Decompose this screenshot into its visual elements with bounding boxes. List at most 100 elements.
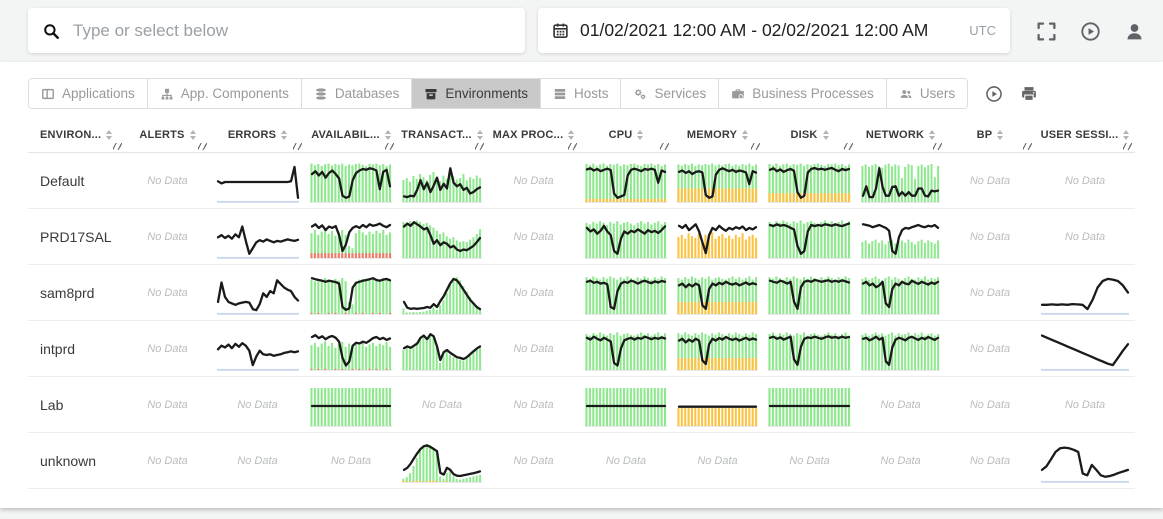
cell-errors[interactable]	[210, 209, 305, 264]
cell-disk[interactable]	[763, 265, 856, 320]
tab-business-processes[interactable]: Business Processes	[719, 79, 887, 108]
tab-hosts[interactable]: Hosts	[540, 79, 622, 108]
cell-transactions[interactable]	[397, 209, 487, 264]
sparkline-chart[interactable]	[677, 159, 758, 203]
sort-toggle[interactable]	[742, 130, 749, 140]
cell-disk[interactable]	[763, 209, 856, 264]
cell-disk[interactable]	[763, 321, 856, 376]
column-header-availability[interactable]: AVAILABIL...	[305, 118, 397, 152]
cell-user-sessions[interactable]	[1035, 265, 1135, 320]
sort-toggle[interactable]	[929, 130, 936, 140]
sparkline-chart[interactable]	[768, 383, 851, 427]
column-resize-handle[interactable]	[568, 143, 577, 150]
row-label-default[interactable]: Default	[40, 172, 85, 189]
tab-applications[interactable]: Applications	[29, 79, 148, 108]
cell-transactions[interactable]	[397, 321, 487, 376]
sparkline-chart[interactable]	[768, 327, 851, 371]
cell-cpu[interactable]	[580, 265, 672, 320]
cell-memory[interactable]	[672, 209, 763, 264]
row-label-intprd[interactable]: intprd	[40, 340, 76, 357]
column-resize-handle[interactable]	[198, 143, 207, 150]
sparkline-chart[interactable]	[310, 327, 392, 371]
column-resize-handle[interactable]	[844, 143, 853, 150]
sparkline-chart[interactable]	[216, 271, 300, 315]
sparkline-chart[interactable]	[585, 383, 667, 427]
column-header-max-processes[interactable]: MAX PROC...	[487, 118, 580, 152]
sparkline-chart[interactable]	[1040, 327, 1130, 371]
fullscreen-button[interactable]	[1035, 20, 1057, 42]
replay-button[interactable]	[983, 83, 1005, 105]
column-header-alerts[interactable]: ALERTS	[125, 118, 210, 152]
sort-toggle[interactable]	[476, 130, 483, 140]
sort-toggle[interactable]	[189, 130, 196, 140]
cell-cpu[interactable]	[580, 153, 672, 208]
sparkline-chart[interactable]	[677, 215, 758, 259]
sparkline-chart[interactable]	[402, 271, 482, 315]
sparkline-chart[interactable]	[861, 215, 940, 259]
column-header-environment[interactable]: ENVIRON...	[28, 118, 125, 152]
play-button[interactable]	[1079, 20, 1101, 42]
cell-cpu[interactable]	[580, 377, 672, 432]
sparkline-chart[interactable]	[585, 271, 667, 315]
cell-cpu[interactable]	[580, 321, 672, 376]
cell-transactions[interactable]	[397, 265, 487, 320]
tab-services[interactable]: Services	[621, 79, 720, 108]
search-box[interactable]	[28, 8, 525, 53]
sort-toggle[interactable]	[822, 130, 829, 140]
sparkline-chart[interactable]	[677, 271, 758, 315]
sparkline-chart[interactable]	[216, 159, 300, 203]
column-resize-handle[interactable]	[660, 143, 669, 150]
cell-transactions[interactable]	[397, 153, 487, 208]
sparkline-chart[interactable]	[402, 327, 482, 371]
sparkline-chart[interactable]	[768, 271, 851, 315]
tab-environments[interactable]: Environments	[412, 79, 541, 108]
row-label-prd17sal[interactable]: PRD17SAL	[40, 228, 112, 245]
sparkline-chart[interactable]	[677, 327, 758, 371]
column-header-user-sessions[interactable]: USER SESSI...	[1035, 118, 1135, 152]
sort-toggle[interactable]	[106, 130, 113, 140]
cell-network[interactable]	[856, 321, 945, 376]
cell-errors[interactable]	[210, 153, 305, 208]
cell-cpu[interactable]	[580, 209, 672, 264]
sparkline-chart[interactable]	[768, 215, 851, 259]
column-resize-handle[interactable]	[293, 143, 302, 150]
cell-memory[interactable]	[672, 153, 763, 208]
sort-toggle[interactable]	[637, 130, 644, 140]
column-resize-handle[interactable]	[1123, 143, 1132, 150]
sparkline-chart[interactable]	[402, 215, 482, 259]
print-button[interactable]	[1018, 83, 1040, 105]
cell-availability[interactable]	[305, 209, 397, 264]
column-header-disk[interactable]: DISK	[763, 118, 856, 152]
cell-network[interactable]	[856, 153, 945, 208]
cell-errors[interactable]	[210, 265, 305, 320]
column-header-memory[interactable]: MEMORY	[672, 118, 763, 152]
sparkline-chart[interactable]	[310, 271, 392, 315]
cell-network[interactable]	[856, 209, 945, 264]
column-header-errors[interactable]: ERRORS	[210, 118, 305, 152]
column-resize-handle[interactable]	[933, 143, 942, 150]
cell-availability[interactable]	[305, 321, 397, 376]
sparkline-chart[interactable]	[216, 327, 300, 371]
sort-toggle[interactable]	[281, 130, 288, 140]
sparkline-chart[interactable]	[861, 327, 940, 371]
column-resize-handle[interactable]	[751, 143, 760, 150]
tab-databases[interactable]: Databases	[301, 79, 413, 108]
column-resize-handle[interactable]	[1023, 143, 1032, 150]
cell-disk[interactable]	[763, 377, 856, 432]
row-label-unknown[interactable]: unknown	[40, 452, 97, 469]
cell-disk[interactable]	[763, 153, 856, 208]
column-header-network[interactable]: NETWORK	[856, 118, 945, 152]
date-range-picker[interactable]: 01/02/2021 12:00 AM - 02/02/2021 12:00 A…	[538, 8, 1010, 53]
cell-availability[interactable]	[305, 153, 397, 208]
sparkline-chart[interactable]	[402, 159, 482, 203]
column-header-bp[interactable]: BP	[945, 118, 1035, 152]
sparkline-chart[interactable]	[585, 215, 667, 259]
sort-toggle[interactable]	[997, 130, 1004, 140]
user-menu-button[interactable]	[1123, 20, 1145, 42]
sparkline-chart[interactable]	[861, 159, 940, 203]
cell-user-sessions[interactable]	[1035, 433, 1135, 488]
sparkline-chart[interactable]	[677, 383, 758, 427]
column-header-cpu[interactable]: CPU	[580, 118, 672, 152]
cell-availability[interactable]	[305, 265, 397, 320]
sort-toggle[interactable]	[1123, 130, 1130, 140]
